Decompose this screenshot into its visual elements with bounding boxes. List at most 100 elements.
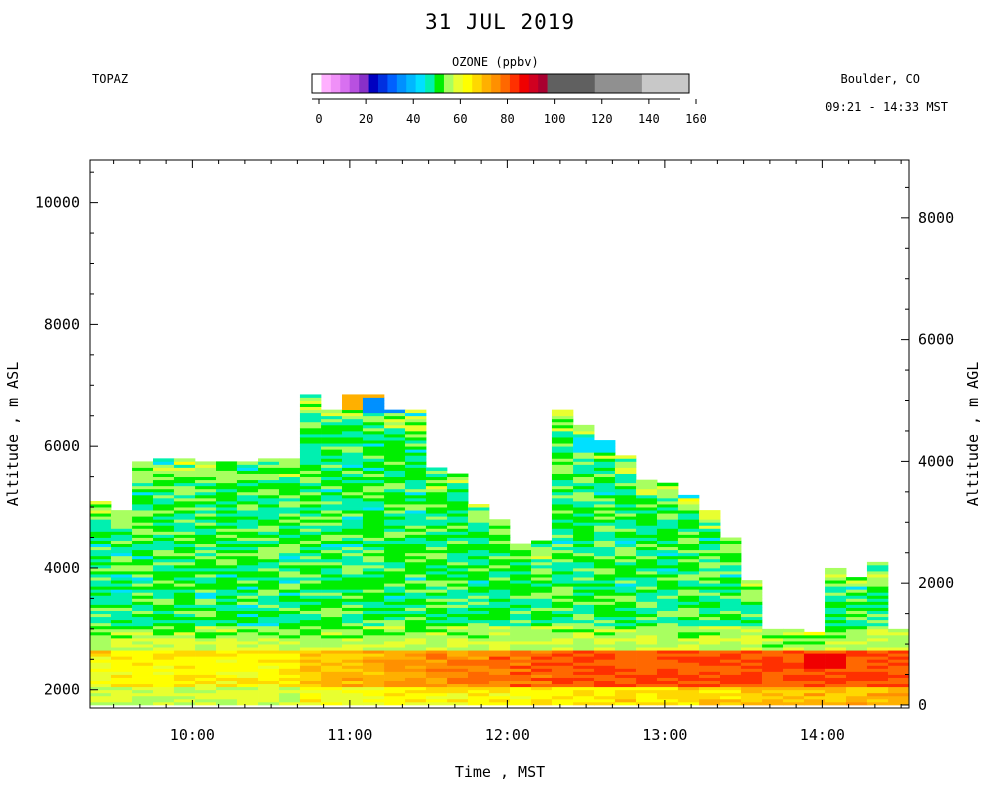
heatmap-cell — [153, 637, 175, 642]
heatmap-cell — [110, 558, 133, 563]
heatmap-cell — [488, 595, 511, 599]
heatmap-cell — [110, 607, 133, 611]
heatmap-cell — [573, 698, 595, 703]
heatmap-cell — [468, 571, 490, 575]
heatmap-cell — [216, 631, 238, 636]
heatmap-cell — [321, 552, 343, 557]
heatmap-cell — [614, 674, 637, 678]
heatmap-cell — [425, 476, 448, 481]
heatmap-cell — [783, 647, 805, 651]
heatmap-cell — [153, 571, 175, 575]
heatmap-cell — [279, 607, 301, 611]
heatmap-cell — [425, 583, 448, 587]
heatmap-cell — [699, 525, 721, 529]
heatmap-cell — [614, 522, 637, 526]
heatmap-cell — [299, 598, 322, 602]
heatmap-cell — [740, 628, 763, 633]
heatmap-cell — [720, 537, 742, 541]
heatmap-cell — [362, 595, 385, 599]
heatmap-cell — [173, 464, 196, 468]
heatmap-cell — [384, 641, 406, 645]
heatmap-cell — [405, 497, 427, 502]
colorbar-bin — [443, 74, 454, 93]
heatmap-cell — [279, 543, 301, 548]
heatmap-cell — [173, 650, 196, 654]
heatmap-cell — [342, 397, 364, 401]
heatmap-cell — [258, 628, 280, 633]
heatmap-cell — [657, 650, 679, 654]
heatmap-cell — [236, 607, 259, 611]
heatmap-cell — [866, 571, 889, 575]
heatmap-cell — [299, 497, 322, 502]
heatmap-cell — [258, 482, 280, 487]
heatmap-cell — [594, 671, 616, 675]
heatmap-cell — [342, 522, 364, 526]
heatmap-cell — [447, 583, 469, 587]
heatmap-cell — [825, 571, 847, 575]
heatmap-cell — [657, 549, 679, 554]
heatmap-cell — [362, 546, 385, 551]
heatmap-cell — [195, 683, 217, 688]
heatmap-cell — [531, 549, 553, 554]
heatmap-cell — [846, 701, 868, 706]
heatmap-cell — [447, 519, 469, 523]
heatmap-cell — [468, 513, 490, 517]
heatmap-cell — [362, 689, 385, 694]
heatmap-cell — [488, 592, 511, 596]
heatmap-cell — [362, 455, 385, 459]
heatmap-cell — [614, 644, 637, 648]
heatmap-cell — [573, 604, 595, 608]
heatmap-cell — [594, 473, 616, 478]
heatmap-cell — [258, 555, 280, 560]
heatmap-cell — [342, 507, 364, 511]
heatmap-cell — [614, 671, 637, 675]
heatmap-cell — [425, 589, 448, 593]
heatmap-cell — [321, 689, 343, 694]
heatmap-cell — [173, 543, 196, 548]
heatmap-cell — [216, 619, 238, 624]
heatmap-cell — [720, 567, 742, 572]
heatmap-cell — [236, 479, 259, 484]
heatmap-cell — [636, 564, 658, 569]
heatmap-cell — [321, 434, 343, 438]
heatmap-cell — [216, 701, 238, 706]
heatmap-cell — [425, 683, 448, 688]
colorbar-bin — [396, 74, 407, 93]
heatmap-cell — [362, 500, 385, 505]
heatmap-cell — [362, 695, 385, 700]
heatmap-cell — [216, 583, 238, 587]
heatmap-cell — [762, 689, 784, 694]
heatmap-cell — [783, 653, 805, 657]
heatmap-cell — [699, 583, 721, 587]
heatmap-cell — [488, 528, 511, 532]
heatmap-cell — [405, 485, 427, 490]
heatmap-cell — [888, 647, 910, 651]
heatmap-cell — [236, 644, 259, 648]
heatmap-cell — [488, 647, 511, 651]
heatmap-cell — [447, 549, 469, 554]
heatmap-cell — [699, 616, 721, 621]
heatmap-cell — [362, 549, 385, 554]
heatmap-cell — [888, 674, 910, 678]
heatmap-cell — [636, 555, 658, 560]
heatmap-cell — [720, 674, 742, 678]
heatmap-cell — [299, 674, 322, 678]
heatmap-cell — [342, 525, 364, 529]
heatmap-cell — [531, 610, 553, 615]
heatmap-cell — [468, 680, 490, 685]
heatmap-cell — [825, 695, 847, 700]
heatmap-cell — [531, 686, 553, 691]
heatmap-cell — [90, 592, 112, 596]
heatmap-cell — [636, 695, 658, 700]
heatmap-cell — [405, 552, 427, 557]
heatmap-cell — [153, 558, 175, 563]
heatmap-cell — [299, 424, 322, 429]
heatmap-cell — [279, 461, 301, 465]
heatmap-cell — [573, 653, 595, 657]
heatmap-cell — [153, 516, 175, 520]
heatmap-cell — [342, 409, 364, 414]
heatmap-cell — [740, 665, 763, 669]
heatmap-cell — [279, 522, 301, 526]
heatmap-cell — [740, 592, 763, 596]
heatmap-cell — [699, 647, 721, 651]
